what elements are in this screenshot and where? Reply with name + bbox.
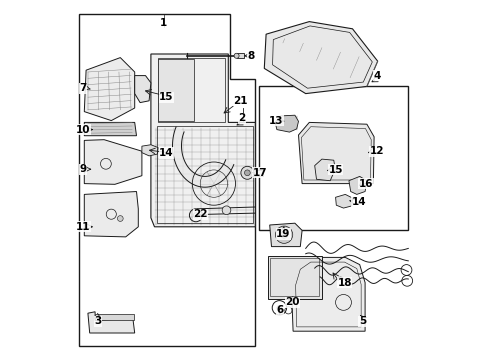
Text: 16: 16 [358,179,373,189]
Text: 15: 15 [159,92,173,102]
Polygon shape [84,140,142,184]
Bar [95,314,133,320]
Polygon shape [291,257,365,331]
Text: 20: 20 [285,297,299,307]
Text: 12: 12 [369,146,384,156]
Text: 5: 5 [358,316,366,326]
Text: 8: 8 [247,51,254,61]
Bar [237,53,244,58]
Polygon shape [84,122,136,136]
Polygon shape [275,115,298,132]
Bar [157,126,252,223]
Text: 14: 14 [159,148,173,158]
Text: 6: 6 [276,305,283,315]
Circle shape [117,216,123,221]
Circle shape [222,206,230,215]
Polygon shape [134,76,151,103]
Text: 1: 1 [160,18,167,28]
Polygon shape [348,176,366,194]
Text: 9: 9 [80,164,86,174]
Text: 15: 15 [327,165,342,175]
Polygon shape [298,122,373,184]
Circle shape [280,231,287,238]
Circle shape [244,170,250,176]
Text: 14: 14 [351,197,366,207]
Circle shape [241,166,253,179]
Polygon shape [84,192,138,237]
Polygon shape [264,22,377,94]
Bar [158,59,194,121]
Circle shape [234,53,239,58]
Text: 22: 22 [193,209,207,219]
Bar [270,258,319,296]
Circle shape [275,226,292,243]
Text: 17: 17 [252,168,267,178]
Text: 2: 2 [238,113,245,123]
Bar [252,170,263,176]
Polygon shape [84,58,134,121]
Polygon shape [314,159,335,181]
Text: 19: 19 [276,229,290,239]
Polygon shape [172,127,233,187]
Bar [158,58,224,122]
Polygon shape [151,54,255,227]
Bar [258,86,407,230]
Text: 21: 21 [232,96,247,106]
Text: 3: 3 [94,316,102,326]
Text: 11: 11 [76,222,90,232]
Text: 10: 10 [76,125,90,135]
Text: 7: 7 [80,83,87,93]
Text: 13: 13 [268,116,283,126]
Bar [267,256,321,299]
Text: 4: 4 [372,71,380,81]
Polygon shape [335,194,352,208]
Polygon shape [269,223,302,247]
Text: 18: 18 [337,278,351,288]
Polygon shape [88,312,134,333]
Circle shape [276,305,282,310]
Polygon shape [142,145,158,156]
